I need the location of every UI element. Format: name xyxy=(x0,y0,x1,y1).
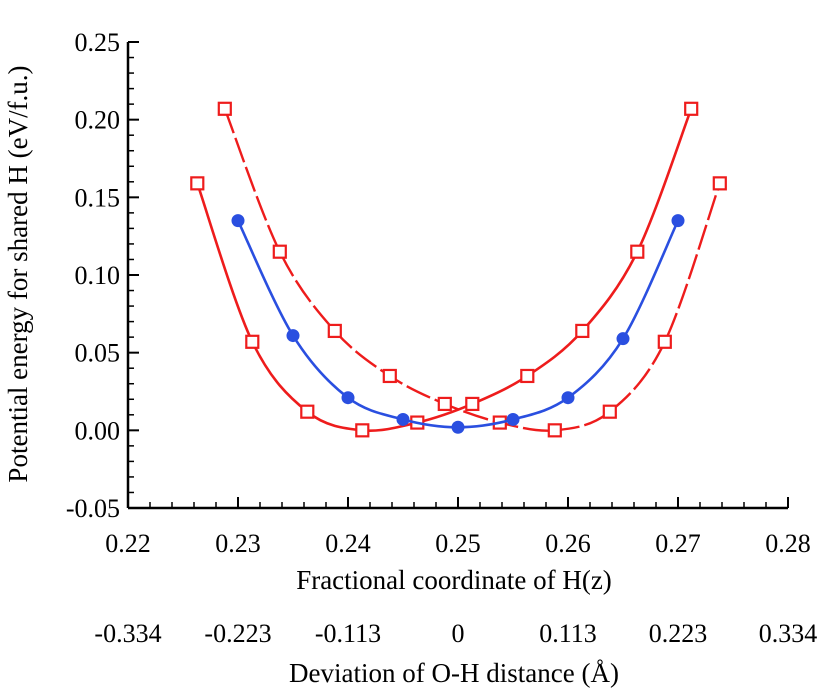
data-point xyxy=(272,244,287,259)
secondary-x-tick-label: 0.113 xyxy=(539,619,597,648)
data-point xyxy=(671,214,685,228)
data-point xyxy=(355,423,370,438)
data-point xyxy=(465,396,480,412)
x-tick-label: 0.25 xyxy=(435,529,481,558)
series-layer xyxy=(190,101,727,438)
data-point xyxy=(300,404,315,419)
data-point xyxy=(712,176,727,191)
data-point xyxy=(602,404,617,419)
x-tick-label: 0.22 xyxy=(105,529,151,558)
secondary-x-tick-label: -0.334 xyxy=(94,619,161,648)
x-tick-label: 0.28 xyxy=(765,529,811,558)
data-point xyxy=(616,332,630,346)
data-point xyxy=(547,423,562,438)
y-tick-label: 0.25 xyxy=(75,28,121,57)
secondary-x-tick-label: 0.223 xyxy=(649,619,708,648)
secondary-x-tick-label: -0.223 xyxy=(204,619,271,648)
x-tick-label: 0.23 xyxy=(215,529,261,558)
series-red-solid xyxy=(190,101,699,438)
y-tick-label: 0.20 xyxy=(75,106,121,135)
y-tick-label: 0.10 xyxy=(75,261,121,290)
secondary-x-tick-label: 0.334 xyxy=(759,619,818,648)
data-point xyxy=(437,396,452,412)
y-tick-label: 0.15 xyxy=(75,183,121,212)
series-line xyxy=(196,108,693,432)
axes: -0.05 0.00 0.05 0.10 0.15 0.20 0.25 0.22 0.23 0.2… xyxy=(66,28,817,648)
data-point xyxy=(657,334,672,349)
data-point xyxy=(231,214,245,228)
data-point xyxy=(520,368,535,384)
data-point xyxy=(396,412,410,426)
data-point xyxy=(684,101,699,116)
data-point xyxy=(217,101,232,116)
data-point xyxy=(451,420,465,434)
data-point xyxy=(327,323,342,339)
y-tick-label: 0.05 xyxy=(75,339,121,368)
series-red-dashed xyxy=(217,101,727,438)
y-tick-label: -0.05 xyxy=(66,494,120,523)
data-point xyxy=(506,412,520,426)
data-point xyxy=(382,368,397,384)
series-line xyxy=(223,108,721,432)
data-point xyxy=(190,176,205,191)
data-point xyxy=(245,334,260,349)
data-point xyxy=(341,391,355,405)
data-point xyxy=(286,329,300,343)
data-point xyxy=(575,323,590,339)
x-tick-label: 0.27 xyxy=(655,529,701,558)
series-line xyxy=(236,220,680,429)
secondary-x-tick-label: -0.113 xyxy=(315,619,381,648)
x-axis-title: Fractional coordinate of H(z) xyxy=(296,565,612,595)
secondary-x-axis-title: Deviation of O-H distance (Å) xyxy=(289,658,619,688)
x-tick-label: 0.24 xyxy=(325,529,371,558)
x-tick-label: 0.26 xyxy=(545,529,591,558)
y-axis-title: Potential energy for shared H (eV/f.u.) xyxy=(3,65,33,482)
secondary-x-tick-label: 0 xyxy=(452,619,465,648)
y-tick-label: 0.00 xyxy=(75,416,121,445)
data-point xyxy=(561,391,575,405)
data-point xyxy=(630,244,645,259)
series-blue xyxy=(231,214,685,434)
